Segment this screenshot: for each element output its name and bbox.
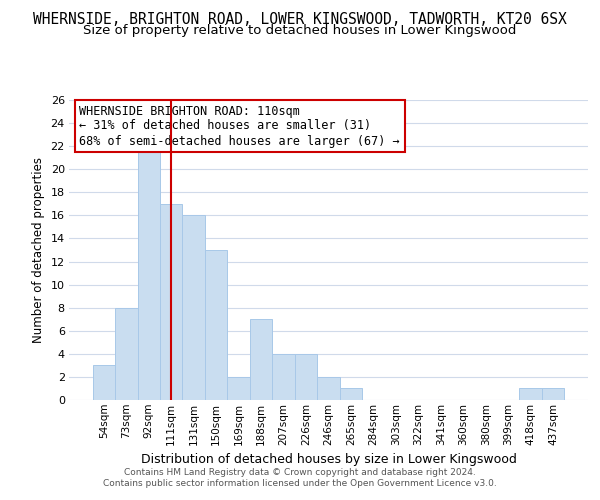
X-axis label: Distribution of detached houses by size in Lower Kingswood: Distribution of detached houses by size … <box>140 453 517 466</box>
Y-axis label: Number of detached properties: Number of detached properties <box>32 157 45 343</box>
Bar <box>340 388 362 400</box>
Text: WHERNSIDE, BRIGHTON ROAD, LOWER KINGSWOOD, TADWORTH, KT20 6SX: WHERNSIDE, BRIGHTON ROAD, LOWER KINGSWOO… <box>33 12 567 28</box>
Bar <box>160 204 182 400</box>
Text: Size of property relative to detached houses in Lower Kingswood: Size of property relative to detached ho… <box>83 24 517 37</box>
Bar <box>137 146 160 400</box>
Bar <box>115 308 137 400</box>
Bar <box>227 377 250 400</box>
Bar <box>520 388 542 400</box>
Bar <box>542 388 565 400</box>
Bar <box>317 377 340 400</box>
Bar <box>272 354 295 400</box>
Text: Contains HM Land Registry data © Crown copyright and database right 2024.
Contai: Contains HM Land Registry data © Crown c… <box>103 468 497 487</box>
Text: WHERNSIDE BRIGHTON ROAD: 110sqm
← 31% of detached houses are smaller (31)
68% of: WHERNSIDE BRIGHTON ROAD: 110sqm ← 31% of… <box>79 104 400 148</box>
Bar <box>295 354 317 400</box>
Bar <box>205 250 227 400</box>
Bar <box>92 366 115 400</box>
Bar <box>250 319 272 400</box>
Bar <box>182 216 205 400</box>
